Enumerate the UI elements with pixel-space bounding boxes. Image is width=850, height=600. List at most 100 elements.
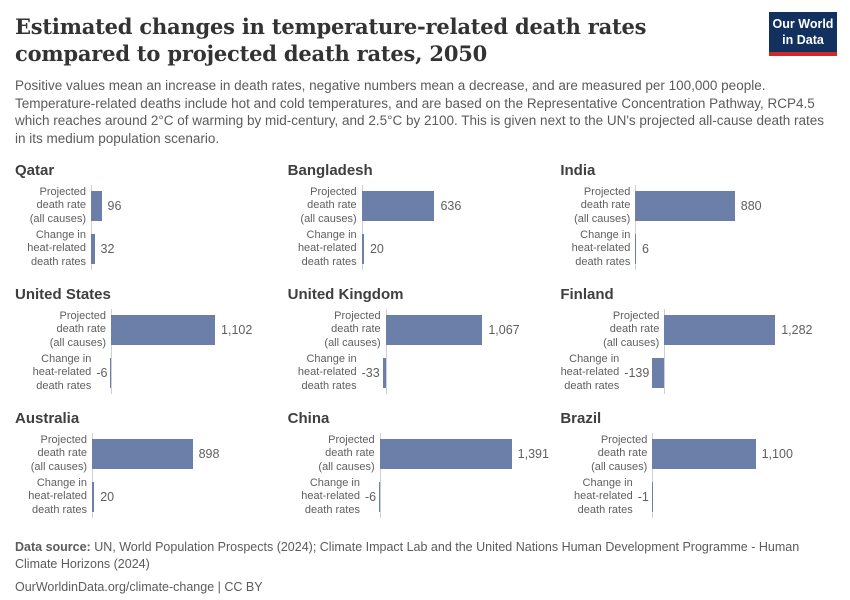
bar-category-label: Change in heat-related death rates	[301, 476, 360, 516]
bar-positive	[91, 191, 102, 221]
axis-line	[361, 185, 363, 270]
axis-line	[111, 309, 112, 394]
country-heading: Qatar	[15, 162, 55, 179]
bar-value-label-negative: -33	[361, 366, 380, 380]
bar-zone: 636	[361, 191, 462, 221]
label-zone: Projected death rate (all causes)	[288, 434, 380, 473]
bar-value-label: 1,100	[761, 447, 793, 461]
bar-value-label: 1,102	[221, 323, 253, 337]
bar-category-label: Change in heat-related death rates	[297, 228, 357, 268]
axis-line	[385, 309, 387, 394]
axis-line	[91, 185, 92, 270]
bar-value-label-negative: -139	[624, 366, 650, 380]
bar-zone: 20	[92, 482, 114, 512]
bar-row-heat-related-change: Change in heat-related death rates -1	[560, 477, 833, 516]
label-zone: Change in heat-related death rates -33	[288, 353, 386, 392]
bar-value-label: 1,282	[781, 323, 813, 337]
bar-value-label: 898	[198, 447, 220, 461]
bar-value-label: 6	[642, 242, 649, 256]
bar-value-label-negative: -6	[96, 366, 108, 380]
bar-category-label: Change in heat-related death rates	[32, 352, 92, 392]
bar-positive	[92, 482, 95, 512]
bar-category-label: Change in heat-related death rates	[27, 228, 86, 268]
bar-row-heat-related-change: Change in heat-related death rates 6	[560, 229, 833, 268]
label-zone: Change in heat-related death rates	[560, 229, 635, 268]
bar-value-label: 636	[440, 199, 462, 213]
bar-zone: 1,100	[652, 439, 793, 469]
bar-positive	[635, 191, 735, 221]
country-heading: United Kingdom	[287, 286, 404, 303]
bar-zone: 898	[92, 439, 219, 469]
axis-line	[635, 185, 637, 270]
bar-value-label: 32	[100, 242, 115, 256]
bar-category-label: Change in heat-related death rates	[297, 352, 357, 392]
data-source-line: Data source: UN, World Population Prospe…	[15, 539, 835, 573]
bar-positive	[361, 234, 364, 264]
bar-value-label: 96	[107, 199, 122, 213]
bar-zone: 1,391	[379, 439, 549, 469]
country-panel: Bangladesh Projected death rate (all cau…	[287, 162, 561, 270]
bar-row-projected-death-rate: Projected death rate (all causes) 1,067	[288, 310, 561, 349]
country-heading: Bangladesh	[287, 162, 373, 179]
panel-chart: Projected death rate (all causes) 1,102 …	[15, 309, 288, 394]
country-panel: Qatar Projected death rate (all causes) …	[15, 162, 288, 270]
country-heading: Finland	[560, 286, 614, 303]
panel-chart: Projected death rate (all causes) 898 Ch…	[15, 433, 288, 518]
data-source-text: UN, World Population Prospects (2024); C…	[15, 540, 800, 571]
bar-category-label: Change in heat-related death rates	[560, 352, 620, 392]
bar-value-label-negative: -6	[364, 490, 377, 504]
bar-category-label: Projected death rate (all causes)	[30, 433, 87, 473]
bar-category-label: Projected death rate (all causes)	[574, 185, 631, 225]
label-zone: Change in heat-related death rates	[15, 229, 91, 268]
label-zone: Projected death rate (all causes)	[15, 186, 91, 225]
panel-chart: Projected death rate (all causes) 1,067 …	[288, 309, 561, 394]
panel-chart: Projected death rate (all causes) 636 Ch…	[288, 185, 561, 270]
bar-row-heat-related-change: Change in heat-related death rates 20	[15, 477, 288, 516]
label-zone: Change in heat-related death rates -1	[560, 477, 653, 516]
bar-positive	[361, 191, 435, 221]
bar-zone: 1,067	[385, 315, 520, 345]
label-zone: Projected death rate (all causes)	[288, 310, 386, 349]
country-panel: Australia Projected death rate (all caus…	[15, 410, 288, 518]
bar-category-label: Projected death rate (all causes)	[603, 309, 660, 349]
attribution-line: OurWorldinData.org/climate-change | CC B…	[15, 580, 263, 594]
country-panel: India Projected death rate (all causes) …	[560, 162, 833, 270]
label-zone: Projected death rate (all causes)	[288, 186, 362, 225]
label-zone: Projected death rate (all causes)	[560, 310, 664, 349]
label-zone: Projected death rate (all causes)	[15, 434, 92, 473]
panels-grid: Qatar Projected death rate (all causes) …	[15, 162, 835, 518]
label-zone: Change in heat-related death rates -6	[15, 353, 111, 392]
label-zone: Change in heat-related death rates	[15, 477, 92, 516]
owid-logo-line2: in Data	[782, 32, 824, 47]
country-heading: United States	[15, 286, 111, 303]
country-heading: India	[560, 162, 596, 179]
country-panel: China Projected death rate (all causes) …	[288, 411, 561, 518]
bar-category-label: Projected death rate (all causes)	[324, 309, 381, 349]
bar-negative	[110, 358, 111, 388]
country-heading: Australia	[15, 410, 80, 427]
bar-positive	[111, 315, 216, 345]
bar-row-projected-death-rate: Projected death rate (all causes) 880	[560, 186, 833, 225]
owid-logo: Our World in Data	[769, 12, 837, 56]
bar-category-label: Projected death rate (all causes)	[318, 433, 375, 473]
country-panel: United Kingdom Projected death rate (all…	[287, 286, 561, 394]
panel-chart: Projected death rate (all causes) 96 Cha…	[15, 185, 288, 270]
owid-logo-line1: Our World	[772, 17, 834, 31]
bar-row-projected-death-rate: Projected death rate (all causes) 1,102	[15, 310, 288, 349]
panel-chart: Projected death rate (all causes) 1,100 …	[560, 433, 833, 518]
chart-footer: Data source: UN, World Population Prospe…	[15, 539, 835, 594]
bar-row-heat-related-change: Change in heat-related death rates -33	[288, 353, 561, 392]
bar-category-label: Projected death rate (all causes)	[300, 185, 357, 225]
bar-positive	[92, 439, 193, 469]
bar-category-label: Change in heat-related death rates	[573, 476, 633, 516]
label-zone: Projected death rate (all causes)	[15, 310, 111, 349]
axis-line	[92, 433, 93, 518]
bar-negative	[379, 482, 380, 512]
bar-positive	[91, 234, 95, 264]
data-source-label: Data source:	[15, 540, 91, 554]
bar-value-label: 1,067	[488, 323, 520, 337]
axis-line	[664, 309, 666, 394]
panel-chart: Projected death rate (all causes) 1,391 …	[288, 433, 561, 518]
bar-row-heat-related-change: Change in heat-related death rates 20	[288, 229, 561, 268]
bar-positive	[652, 439, 756, 469]
